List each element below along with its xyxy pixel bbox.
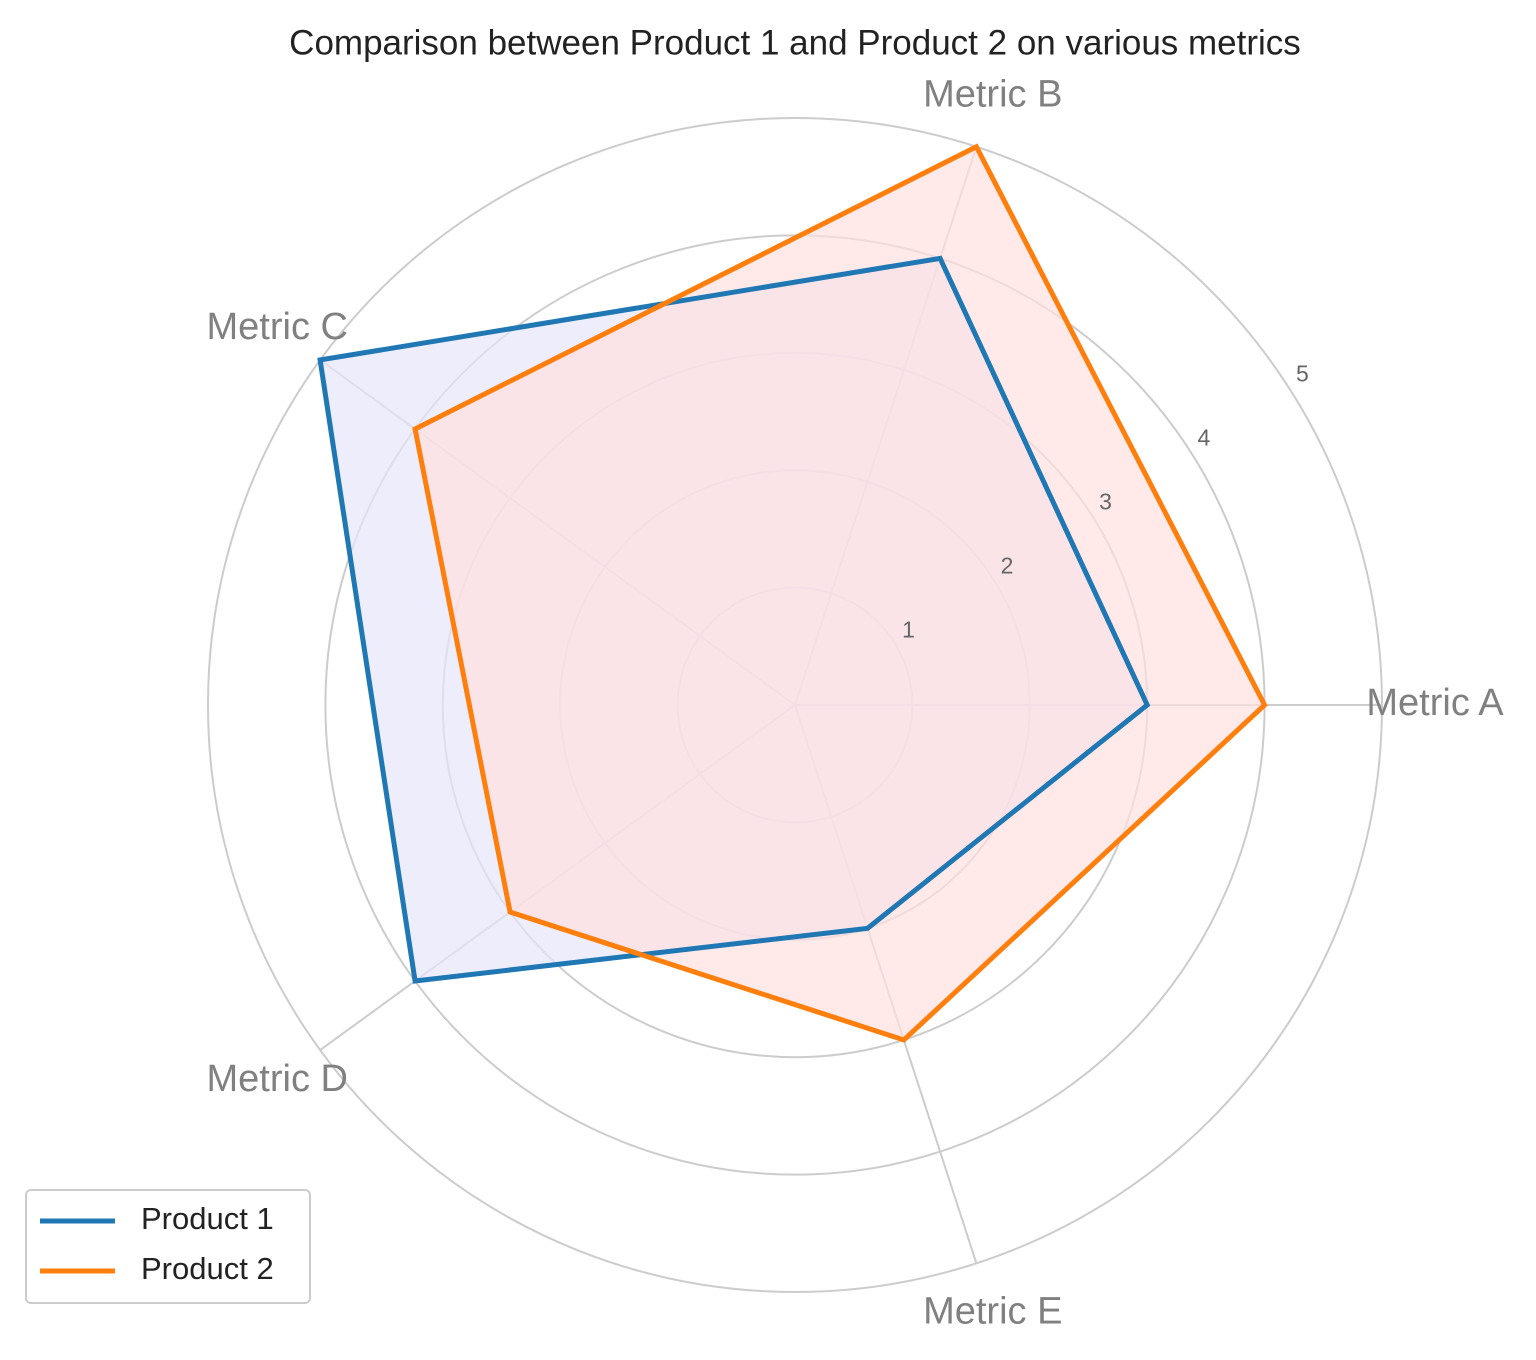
r-tick-label: 4 xyxy=(1198,425,1211,451)
line xyxy=(412,143,1268,1043)
line xyxy=(317,255,1151,984)
legend-box xyxy=(25,1189,311,1304)
r-tick-label: 1 xyxy=(902,616,915,642)
r-tick-label: 5 xyxy=(1296,361,1309,387)
category-label: Metric D xyxy=(207,1058,348,1100)
r-tick-label: 3 xyxy=(1099,488,1112,514)
legend-label: Product 1 xyxy=(141,1201,274,1236)
r-tick-label: 2 xyxy=(1001,552,1014,578)
area xyxy=(415,146,1265,1040)
legend: Product 1 Product 2 xyxy=(25,1189,311,1304)
category-label: Metric E xyxy=(923,1291,1062,1333)
category-label: Metric B xyxy=(923,73,1062,115)
chart-title: Comparison between Product 1 and Product… xyxy=(289,23,1301,62)
category-label: Metric A xyxy=(1366,682,1504,724)
legend-label: Product 2 xyxy=(141,1251,274,1286)
category-label: Metric C xyxy=(207,306,348,348)
